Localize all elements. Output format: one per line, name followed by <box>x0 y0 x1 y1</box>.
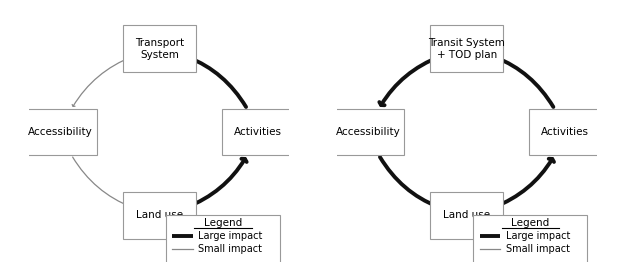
Text: Land use: Land use <box>443 210 490 220</box>
Text: Transport
System: Transport System <box>135 38 184 60</box>
Text: Small impact: Small impact <box>198 244 262 254</box>
Text: Land use: Land use <box>136 210 183 220</box>
FancyBboxPatch shape <box>473 215 587 263</box>
FancyBboxPatch shape <box>166 215 280 263</box>
FancyBboxPatch shape <box>430 192 503 239</box>
Text: Accessibility: Accessibility <box>28 127 93 137</box>
FancyBboxPatch shape <box>123 192 196 239</box>
FancyBboxPatch shape <box>24 109 97 155</box>
Text: Small impact: Small impact <box>506 244 570 254</box>
Text: Activities: Activities <box>541 127 590 137</box>
FancyBboxPatch shape <box>529 109 602 155</box>
FancyBboxPatch shape <box>430 25 503 72</box>
Text: Accessibility: Accessibility <box>336 127 400 137</box>
Text: Legend: Legend <box>511 218 550 228</box>
FancyBboxPatch shape <box>222 109 294 155</box>
Text: Large impact: Large impact <box>506 231 570 241</box>
FancyBboxPatch shape <box>123 25 196 72</box>
FancyBboxPatch shape <box>332 109 404 155</box>
Text: Legend: Legend <box>204 218 242 228</box>
Text: Large impact: Large impact <box>198 231 263 241</box>
Text: Activities: Activities <box>234 127 282 137</box>
Text: Transit System
+ TOD plan: Transit System + TOD plan <box>428 38 505 60</box>
